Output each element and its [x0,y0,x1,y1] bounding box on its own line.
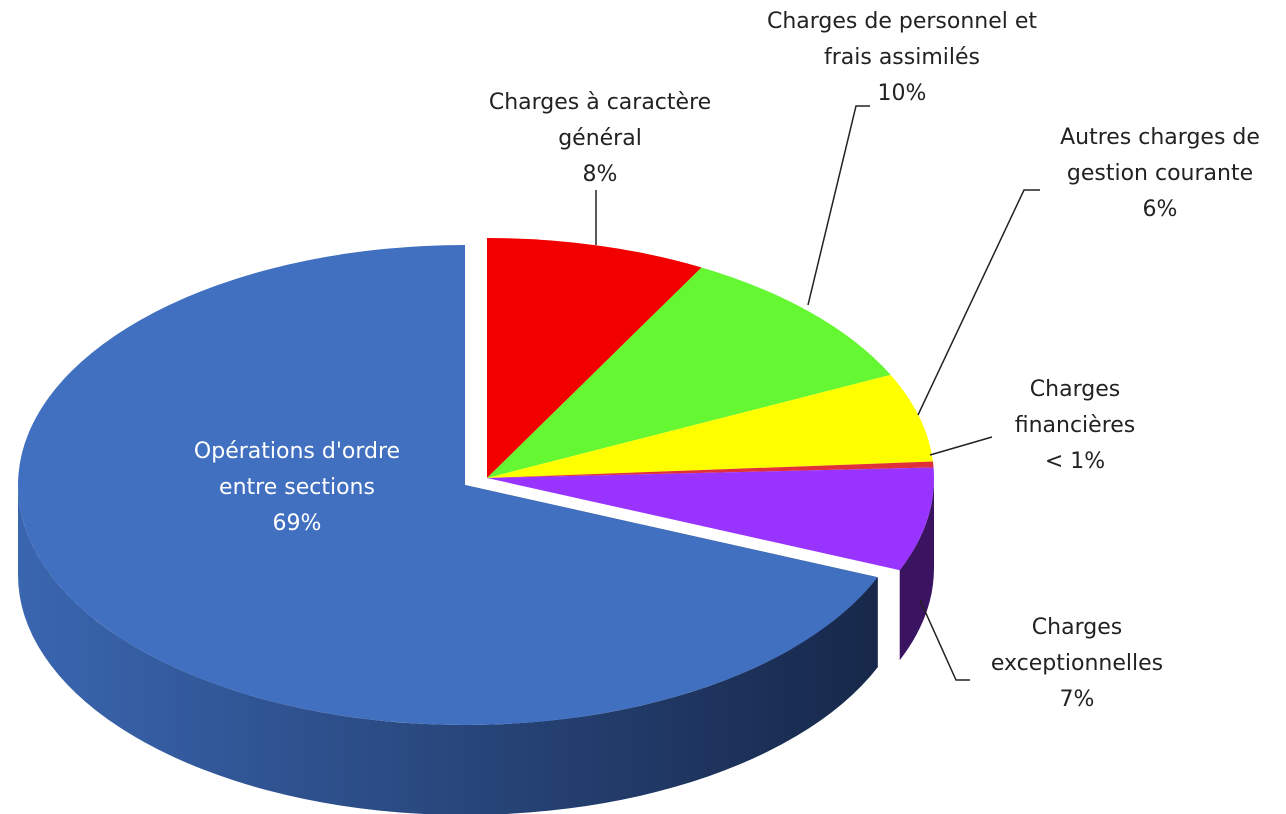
pie-slice [487,467,934,571]
leader-line [929,436,993,456]
slice-label: Charges de personnel et frais assimilés 1… [757,4,1047,112]
leader-line [917,189,1040,416]
slice-value: 6% [1142,197,1178,222]
pie-slice [487,267,891,478]
pie-slice [487,374,933,478]
slice-value: 8% [582,162,618,187]
slice-name: Autres charges de gestion courante [1060,125,1260,186]
slice-label: Opérations d'ordre entre sections 69% [162,434,432,542]
leader-line [919,599,970,681]
slice-value: 7% [1059,687,1095,712]
slice-name: Charges exceptionnelles [990,615,1164,676]
pie-slice [17,245,878,725]
pie-slice [487,238,702,478]
pie-slice [487,461,934,478]
slice-value: 10% [877,81,927,106]
slice-label: Charges exceptionnelles 7% [977,610,1177,718]
leader-line [807,105,870,306]
slice-side [899,478,934,661]
slice-name: Charges de personnel et frais assimilés [766,9,1038,70]
slice-name: Charges financières [1014,377,1136,438]
leader-lines [595,105,1040,681]
slice-value: < 1% [1044,449,1106,474]
slice-side [18,485,878,814]
slice-label: Autres charges de gestion courante 6% [1040,120,1280,228]
slice-label: Charges financières < 1% [1000,372,1150,480]
slice-name: Opérations d'ordre entre sections [193,439,401,500]
slice-label: Charges à caractère général 8% [465,85,735,193]
slice-name: Charges à caractère général [488,90,712,151]
slice-tops [17,238,934,725]
slice-value: 69% [272,511,322,536]
